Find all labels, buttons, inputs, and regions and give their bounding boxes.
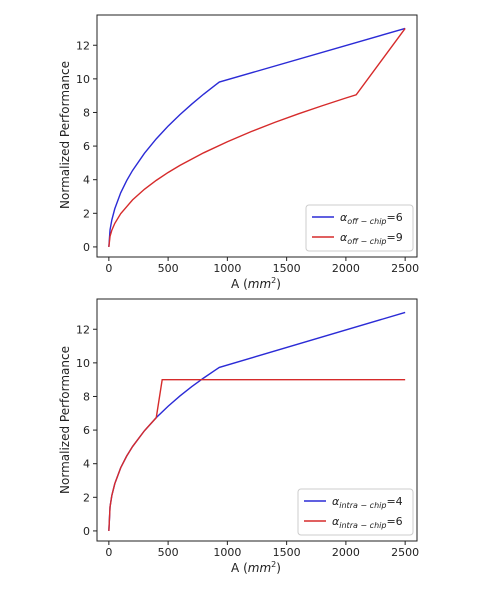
chart-2-y-tick-label-3: 6: [83, 424, 90, 437]
chart-2-legend-label-1: αintra − chip=4: [332, 495, 403, 510]
chart-2-x-tick-label-1: 500: [158, 546, 179, 559]
chart-1-legend: αoff − chip=6 αoff − chip=9: [305, 204, 414, 252]
chart-2-y-tick-label-5: 10: [76, 357, 90, 370]
chart-1-plot-frame: [96, 14, 418, 258]
chart-1-y-ticks: 0 2 4 6 8 10 12: [76, 39, 97, 254]
chart-2-plot-frame: [96, 298, 418, 542]
chart-2-x-tick-label-5: 2500: [391, 546, 419, 559]
chart-2-legend-label-2: αintra − chip=6: [332, 515, 403, 530]
chart-2-ylabel: Normalized Performance: [58, 346, 72, 494]
chart-1-y-tick-label-2: 4: [83, 174, 90, 187]
chart-2-x-tick-label-4: 2000: [332, 546, 360, 559]
chart-1-xlabel: A (mm2): [231, 276, 281, 291]
chart-1-series-2-line: [108, 28, 406, 247]
chart-1-legend-label-2: αoff − chip=9: [340, 231, 403, 246]
chart-2-y-tick-label-2: 4: [83, 458, 90, 471]
chart-2-y-tick-label-0: 0: [83, 525, 90, 538]
chart-1-y-tick-label-0: 0: [83, 241, 90, 254]
chart-1-y-tick-label-6: 12: [76, 39, 90, 52]
chart-1-y-tick-label-1: 2: [83, 207, 90, 220]
chart-1-x-tick-label-5: 2500: [391, 262, 419, 275]
chart-2-x-tick-label-2: 1000: [213, 546, 241, 559]
chart-1-y-tick-label-3: 6: [83, 140, 90, 153]
chart-2-legend-box: [297, 488, 414, 536]
chart-2: Normalized Performance A (mm2) 0 500 1000 1…: [58, 298, 419, 575]
chart-2-y-tick-label-6: 12: [76, 323, 90, 336]
chart-1-y-tick-label-5: 10: [76, 73, 90, 86]
chart-2-xlabel: A (mm2): [231, 560, 281, 575]
chart-2-y-ticks: 0 2 4 6 8 10 12: [76, 323, 97, 538]
chart-2-x-ticks: 0 500 1000 1500 2000 2500: [105, 541, 419, 559]
chart-1-x-ticks: 0 500 1000 1500 2000 2500: [105, 257, 419, 275]
chart-1-x-tick-label-2: 1000: [213, 262, 241, 275]
chart-1-x-tick-label-3: 1500: [273, 262, 301, 275]
chart-1-y-tick-label-4: 8: [83, 106, 90, 119]
chart-1-x-tick-label-0: 0: [105, 262, 112, 275]
chart-1: Normalized Performance A (mm2) 0 500 1000 1…: [58, 14, 419, 291]
chart-2-y-tick-label-4: 8: [83, 390, 90, 403]
chart-1-series-1-line: [108, 27, 406, 247]
chart-2-legend: αintra − chip=4 αintra − chip=6: [297, 488, 414, 536]
chart-1-x-tick-label-4: 2000: [332, 262, 360, 275]
chart-2-x-tick-label-0: 0: [105, 546, 112, 559]
chart-1-x-tick-label-1: 500: [158, 262, 179, 275]
chart-1-ylabel: Normalized Performance: [58, 61, 72, 209]
chart-2-y-tick-label-1: 2: [83, 491, 90, 504]
chart-2-x-tick-label-3: 1500: [273, 546, 301, 559]
chart-1-legend-label-1: αoff − chip=6: [340, 211, 403, 226]
chart-2-series-2-line: [108, 378, 406, 531]
